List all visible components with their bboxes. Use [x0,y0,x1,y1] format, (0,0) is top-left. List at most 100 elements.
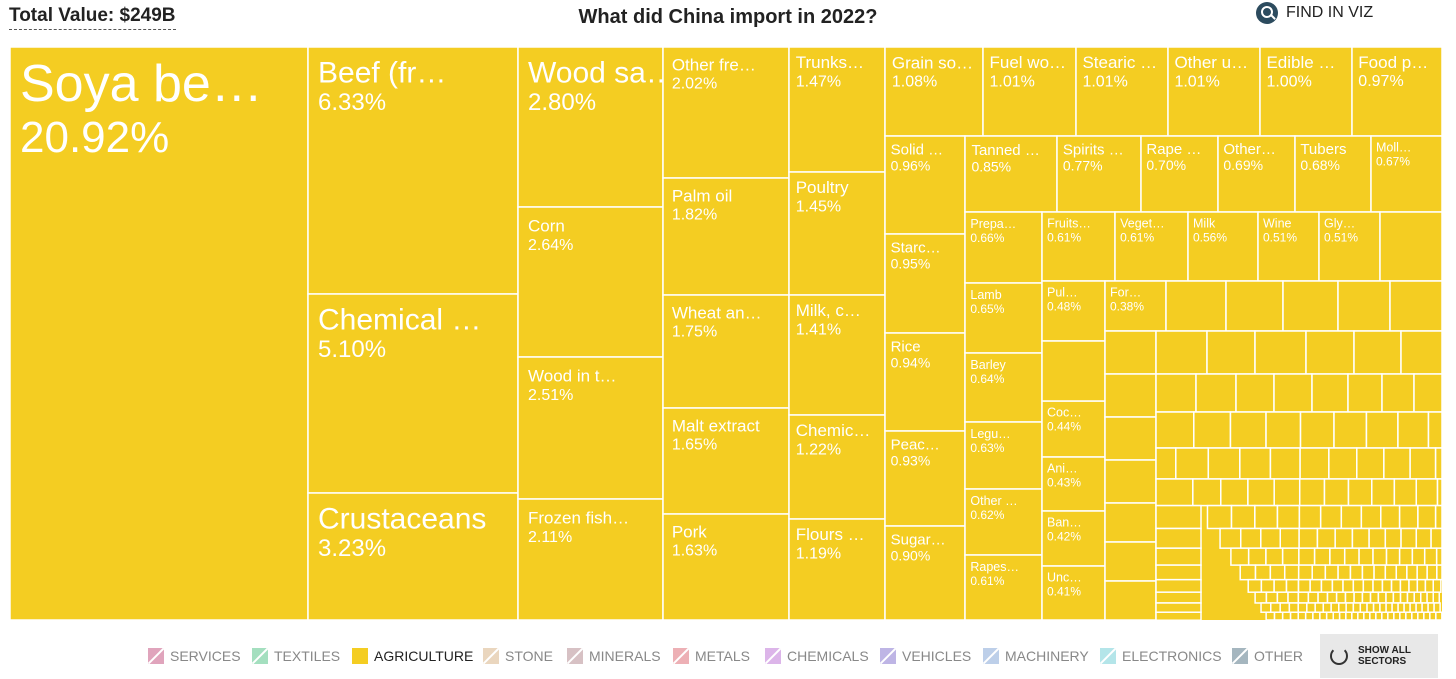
treemap-tile-small[interactable] [1220,478,1249,507]
treemap-tile-small[interactable] [1360,504,1382,530]
treemap-tile-small[interactable] [1265,411,1302,449]
treemap-tile-small[interactable] [1343,547,1360,566]
treemap-tile-small[interactable] [1104,330,1157,375]
treemap-tile[interactable] [1259,47,1353,137]
treemap-tile[interactable] [1167,47,1261,137]
legend-item-textiles[interactable]: TEXTILES [252,648,340,664]
treemap-tile[interactable] [788,171,886,296]
treemap-tile-small[interactable] [1409,602,1417,613]
treemap-tile[interactable] [662,513,790,620]
treemap-tile-small[interactable] [1265,591,1279,604]
treemap-tile-small[interactable] [1399,611,1407,620]
treemap-tile-small[interactable] [1352,602,1362,613]
treemap-tile-small[interactable] [1155,478,1194,507]
treemap-tile-small[interactable] [1247,578,1263,593]
treemap-tile-small[interactable] [1372,602,1381,613]
treemap-tile-small[interactable] [1328,447,1358,480]
treemap-tile-small[interactable] [1381,373,1415,413]
treemap-tile-small[interactable] [1338,611,1347,620]
treemap-tile-small[interactable] [1317,591,1329,604]
treemap-tile-small[interactable] [1155,578,1202,593]
treemap-tile-small[interactable] [1357,611,1365,620]
treemap-tile-small[interactable] [1406,591,1415,604]
treemap-tile[interactable] [1104,280,1167,332]
treemap-tile-small[interactable] [1313,547,1331,566]
treemap-tile-small[interactable] [1230,547,1250,566]
treemap-tile-small[interactable] [1270,602,1281,613]
treemap-tile-small[interactable] [1333,411,1368,449]
treemap-tile-small[interactable] [1353,591,1364,604]
treemap-tile-small[interactable] [1276,591,1289,604]
treemap-tile-small[interactable] [1311,373,1349,413]
treemap-tile[interactable] [10,47,309,620]
treemap-tile-small[interactable] [1363,611,1371,620]
treemap-tile-small[interactable] [1319,611,1328,620]
treemap-tile-small[interactable] [1104,459,1157,504]
treemap-tile[interactable] [1041,456,1106,512]
treemap-tile-small[interactable] [1389,280,1442,332]
treemap-tile[interactable] [1217,135,1296,213]
treemap-tile-small[interactable] [1283,564,1300,581]
treemap-tile-small[interactable] [1400,527,1418,549]
treemap-tile-small[interactable] [1104,373,1157,418]
treemap-tile-small[interactable] [1206,330,1256,375]
treemap-tile-small[interactable] [1265,611,1276,620]
treemap-tile-small[interactable] [1421,602,1429,613]
treemap-tile-small[interactable] [1298,547,1316,566]
find-in-viz-button[interactable]: FIND IN VIZ [1256,2,1373,24]
treemap-tile-small[interactable] [1165,280,1227,332]
treemap-tile-small[interactable] [1279,527,1300,549]
treemap-tile-small[interactable] [1393,611,1401,620]
treemap-tile-small[interactable] [1206,504,1233,530]
legend-item-other[interactable]: OTHER [1232,648,1303,664]
treemap-tile-small[interactable] [1342,578,1355,593]
treemap-tile-small[interactable] [1337,564,1352,581]
treemap-tile-small[interactable] [1379,602,1387,613]
treemap-tile-small[interactable] [1345,602,1355,613]
treemap-tile-small[interactable] [1273,578,1288,593]
treemap-tile[interactable] [517,498,664,620]
legend-item-minerals[interactable]: MINERALS [567,648,661,664]
treemap-tile-small[interactable] [1356,447,1385,480]
treemap-tile-small[interactable] [1387,611,1395,620]
treemap-tile-small[interactable] [1403,602,1411,613]
treemap-tile-small[interactable] [1281,547,1300,566]
treemap-tile-small[interactable] [1289,611,1299,620]
treemap-tile-small[interactable] [1287,591,1300,604]
treemap-tile-small[interactable] [1335,591,1347,604]
treemap-tile[interactable] [662,47,790,179]
treemap-tile[interactable] [788,294,886,416]
treemap-tile-small[interactable] [1299,447,1330,480]
treemap-tile-small[interactable] [1307,591,1319,604]
treemap-tile-small[interactable] [1426,564,1438,581]
treemap-tile-small[interactable] [1359,602,1368,613]
treemap-tile-small[interactable] [1330,602,1340,613]
treemap-tile-small[interactable] [1391,602,1399,613]
treemap-tile-small[interactable] [1381,611,1389,620]
legend-item-electronics[interactable]: ELECTRONICS [1100,648,1222,664]
treemap-tile-small[interactable] [1420,591,1428,604]
treemap-tile[interactable] [307,293,519,494]
treemap-tile-small[interactable] [1429,611,1437,620]
treemap-tile-small[interactable] [1409,447,1437,480]
treemap-tile-small[interactable] [1369,591,1380,604]
treemap-tile-small[interactable] [1155,547,1202,566]
treemap-tile-small[interactable] [1104,502,1157,543]
treemap-tile-small[interactable] [1155,447,1177,480]
legend-item-chemicals[interactable]: CHEMICALS [765,648,869,664]
treemap-tile-small[interactable] [1324,564,1339,581]
treemap-tile-small[interactable] [1366,602,1375,613]
treemap-tile[interactable] [662,407,790,515]
treemap-tile-small[interactable] [1207,447,1241,480]
treemap-tile-small[interactable] [1299,411,1335,449]
treemap-tile[interactable] [964,488,1043,556]
treemap-tile-small[interactable] [1436,478,1442,507]
treemap-tile[interactable] [964,352,1043,423]
treemap-tile-small[interactable] [1298,478,1326,507]
treemap-tile-small[interactable] [1372,578,1384,593]
treemap-tile-small[interactable] [1385,591,1395,604]
treemap-tile-small[interactable] [1411,611,1419,620]
treemap-tile-small[interactable] [1247,547,1267,566]
treemap-tile-small[interactable] [1371,478,1396,507]
treemap-tile-small[interactable] [1398,504,1419,530]
